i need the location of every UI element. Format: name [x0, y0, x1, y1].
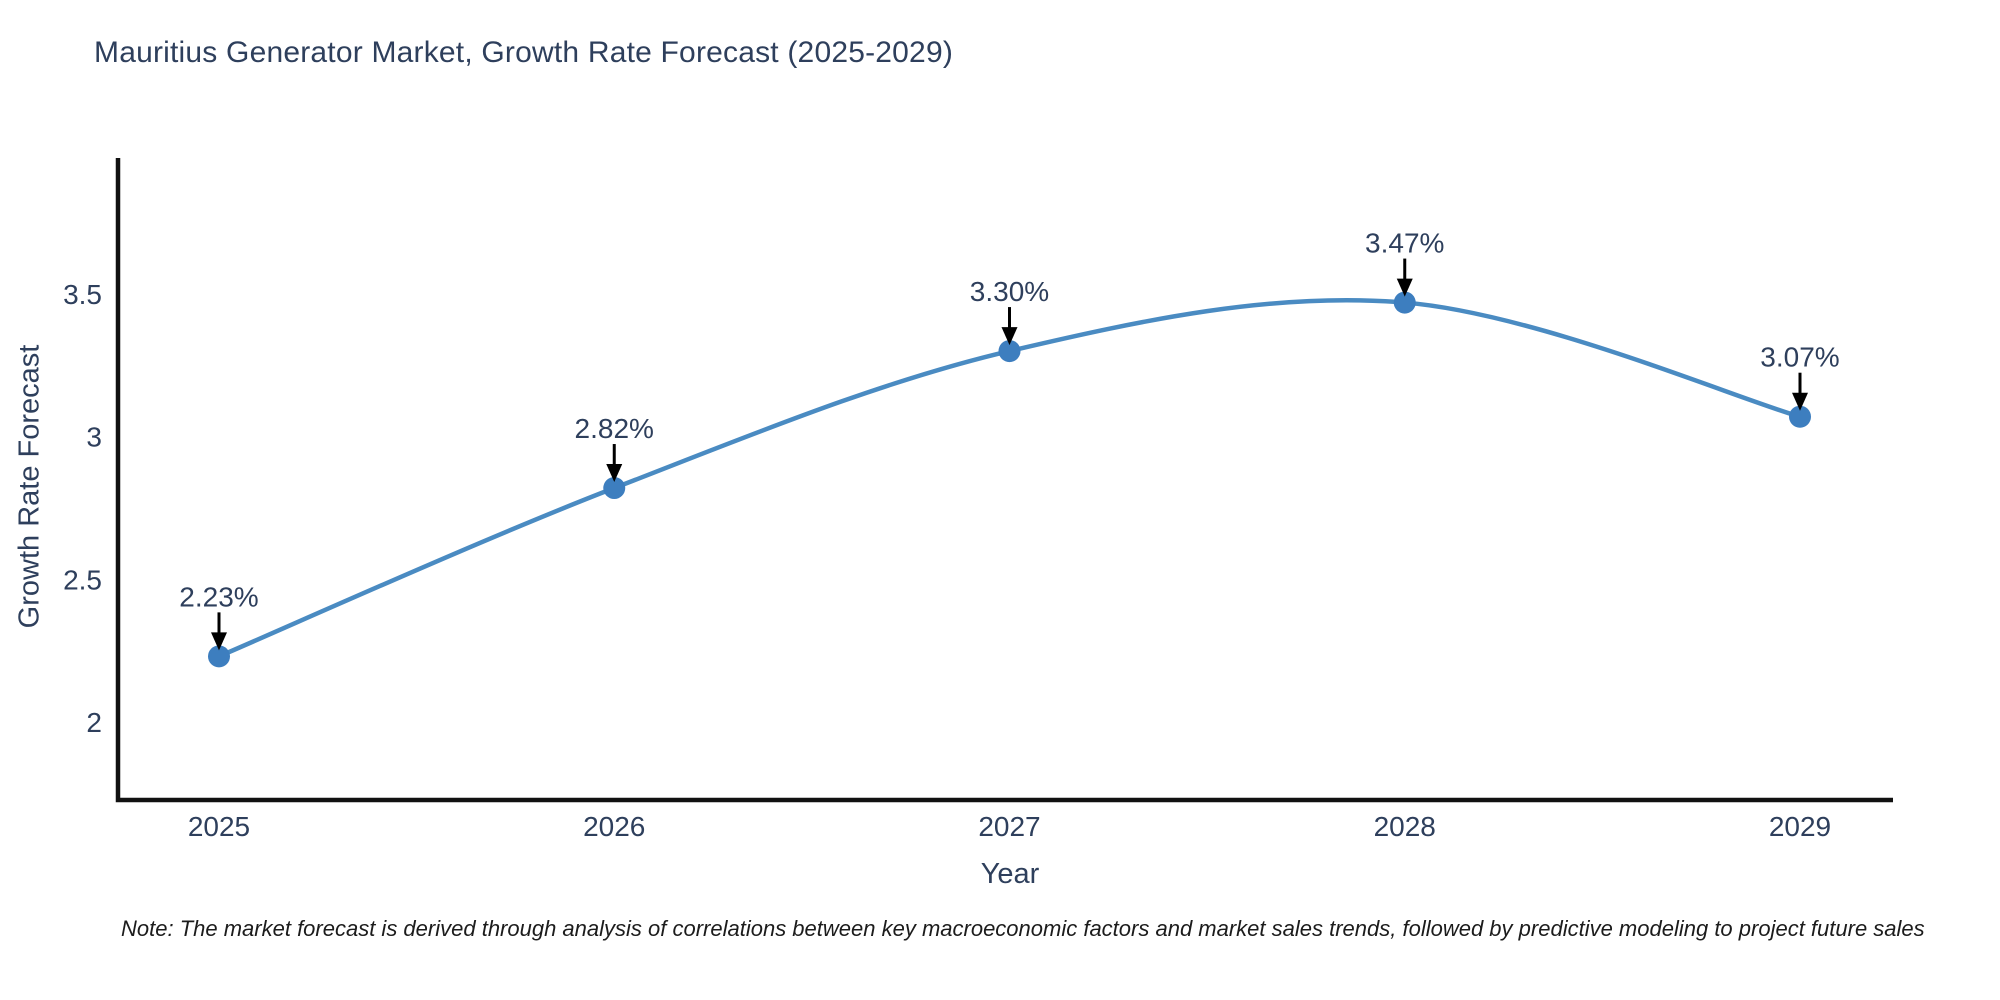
point-label: 3.47%: [1365, 228, 1444, 259]
y-tick-label: 2.5: [63, 564, 102, 595]
annotation-arrowhead: [1792, 392, 1808, 411]
annotation-arrowhead: [1396, 278, 1413, 297]
annotation-arrowhead: [1001, 327, 1018, 346]
annotation-arrowhead: [211, 632, 227, 651]
x-tick-label: 2028: [1374, 811, 1436, 842]
x-axis-title: Year: [980, 858, 1040, 890]
data-point[interactable]: [1789, 405, 1811, 428]
point-label: 3.30%: [970, 276, 1049, 307]
axis-lines: [115, 158, 1893, 803]
data-point[interactable]: [998, 340, 1021, 363]
data-point[interactable]: [603, 477, 626, 500]
annotation-arrowhead: [606, 464, 623, 483]
y-axis-title: Growth Rate Forecast: [13, 344, 46, 629]
data-point[interactable]: [208, 645, 230, 668]
point-label: 2.82%: [575, 413, 654, 444]
y-tick-label: 2: [86, 707, 102, 738]
chart-title: Mauritius Generator Market, Growth Rate …: [94, 36, 954, 69]
x-tick-label: 2026: [583, 811, 645, 842]
x-tick-label: 2029: [1769, 811, 1831, 842]
point-label: 3.07%: [1760, 342, 1839, 373]
y-tick-label: 3: [86, 422, 102, 453]
x-tick-label: 2027: [978, 811, 1040, 842]
data-point[interactable]: [1393, 291, 1416, 314]
footnote: Note: The market forecast is derived thr…: [121, 916, 1925, 941]
y-tick-label: 3.5: [63, 279, 102, 310]
x-tick-label: 2025: [188, 811, 250, 842]
point-label: 2.23%: [179, 581, 258, 612]
